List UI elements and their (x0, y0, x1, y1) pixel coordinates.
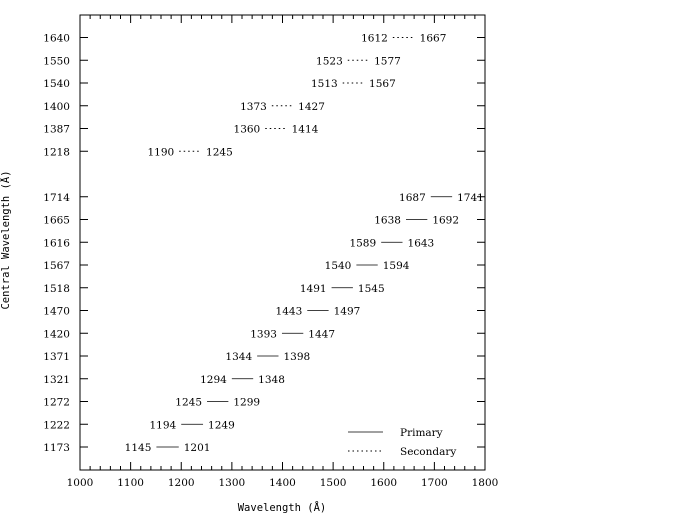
y-tick-label: 1400 (43, 101, 70, 113)
x-tick-label: 1600 (370, 477, 397, 489)
range-end-label: 1447 (308, 328, 335, 340)
range-start-label: 1245 (175, 397, 202, 409)
y-tick-label: 1420 (43, 328, 70, 340)
x-tick-label: 1300 (219, 477, 246, 489)
legend-label: Secondary (400, 446, 456, 458)
range-end-label: 1201 (184, 442, 211, 454)
range-start-label: 1638 (374, 215, 401, 227)
range-end-label: 1667 (420, 33, 447, 45)
x-axis-label: Wavelength (Å) (238, 501, 327, 514)
range-start-label: 1523 (316, 55, 343, 67)
range-start-label: 1393 (250, 328, 277, 340)
range-start-label: 1443 (276, 306, 303, 318)
range-end-label: 1741 (457, 192, 484, 204)
y-tick-label: 1387 (43, 124, 70, 136)
y-tick-label: 1218 (43, 146, 70, 158)
range-end-label: 1577 (374, 55, 401, 67)
x-tick-label: 1500 (320, 477, 347, 489)
range-start-label: 1589 (349, 237, 376, 249)
range-start-label: 1190 (147, 146, 174, 158)
range-end-label: 1427 (298, 101, 325, 113)
y-tick-label: 1470 (43, 306, 70, 318)
range-end-label: 1414 (292, 124, 319, 136)
range-start-label: 1687 (399, 192, 426, 204)
range-end-label: 1249 (208, 419, 235, 431)
range-start-label: 1145 (125, 442, 152, 454)
y-tick-label: 1371 (43, 351, 70, 363)
x-tick-label: 1800 (472, 477, 499, 489)
range-start-label: 1491 (300, 283, 327, 295)
range-end-label: 1245 (206, 146, 233, 158)
range-end-label: 1398 (283, 351, 310, 363)
x-tick-label: 1000 (67, 477, 94, 489)
y-tick-label: 1518 (43, 283, 70, 295)
range-start-label: 1513 (311, 78, 338, 90)
y-tick-label: 1540 (43, 78, 70, 90)
range-end-label: 1545 (358, 283, 385, 295)
y-axis-label: Central Wavelength (Å) (0, 170, 12, 309)
range-start-label: 1540 (325, 260, 352, 272)
range-start-label: 1612 (361, 33, 388, 45)
range-end-label: 1594 (383, 260, 410, 272)
y-tick-label: 1321 (43, 374, 70, 386)
x-tick-label: 1200 (168, 477, 195, 489)
range-start-label: 1194 (149, 419, 176, 431)
range-start-label: 1344 (225, 351, 252, 363)
range-start-label: 1294 (200, 374, 227, 386)
range-start-label: 1360 (234, 124, 261, 136)
y-tick-label: 1665 (43, 215, 70, 227)
range-end-label: 1643 (408, 237, 435, 249)
range-end-label: 1299 (233, 397, 260, 409)
range-end-label: 1497 (334, 306, 361, 318)
y-tick-label: 1567 (43, 260, 70, 272)
range-end-label: 1692 (432, 215, 459, 227)
y-tick-label: 1272 (43, 397, 70, 409)
y-tick-label: 1550 (43, 55, 70, 67)
x-tick-label: 1700 (421, 477, 448, 489)
range-end-label: 1567 (369, 78, 396, 90)
y-tick-label: 1714 (43, 192, 70, 204)
x-tick-label: 1100 (117, 477, 144, 489)
y-tick-label: 1222 (43, 419, 70, 431)
range-end-label: 1348 (258, 374, 285, 386)
range-start-label: 1373 (240, 101, 267, 113)
y-tick-label: 1616 (43, 237, 70, 249)
legend-label: Primary (400, 427, 443, 439)
y-tick-label: 1173 (43, 442, 70, 454)
y-tick-label: 1640 (43, 33, 70, 45)
x-tick-label: 1400 (269, 477, 296, 489)
